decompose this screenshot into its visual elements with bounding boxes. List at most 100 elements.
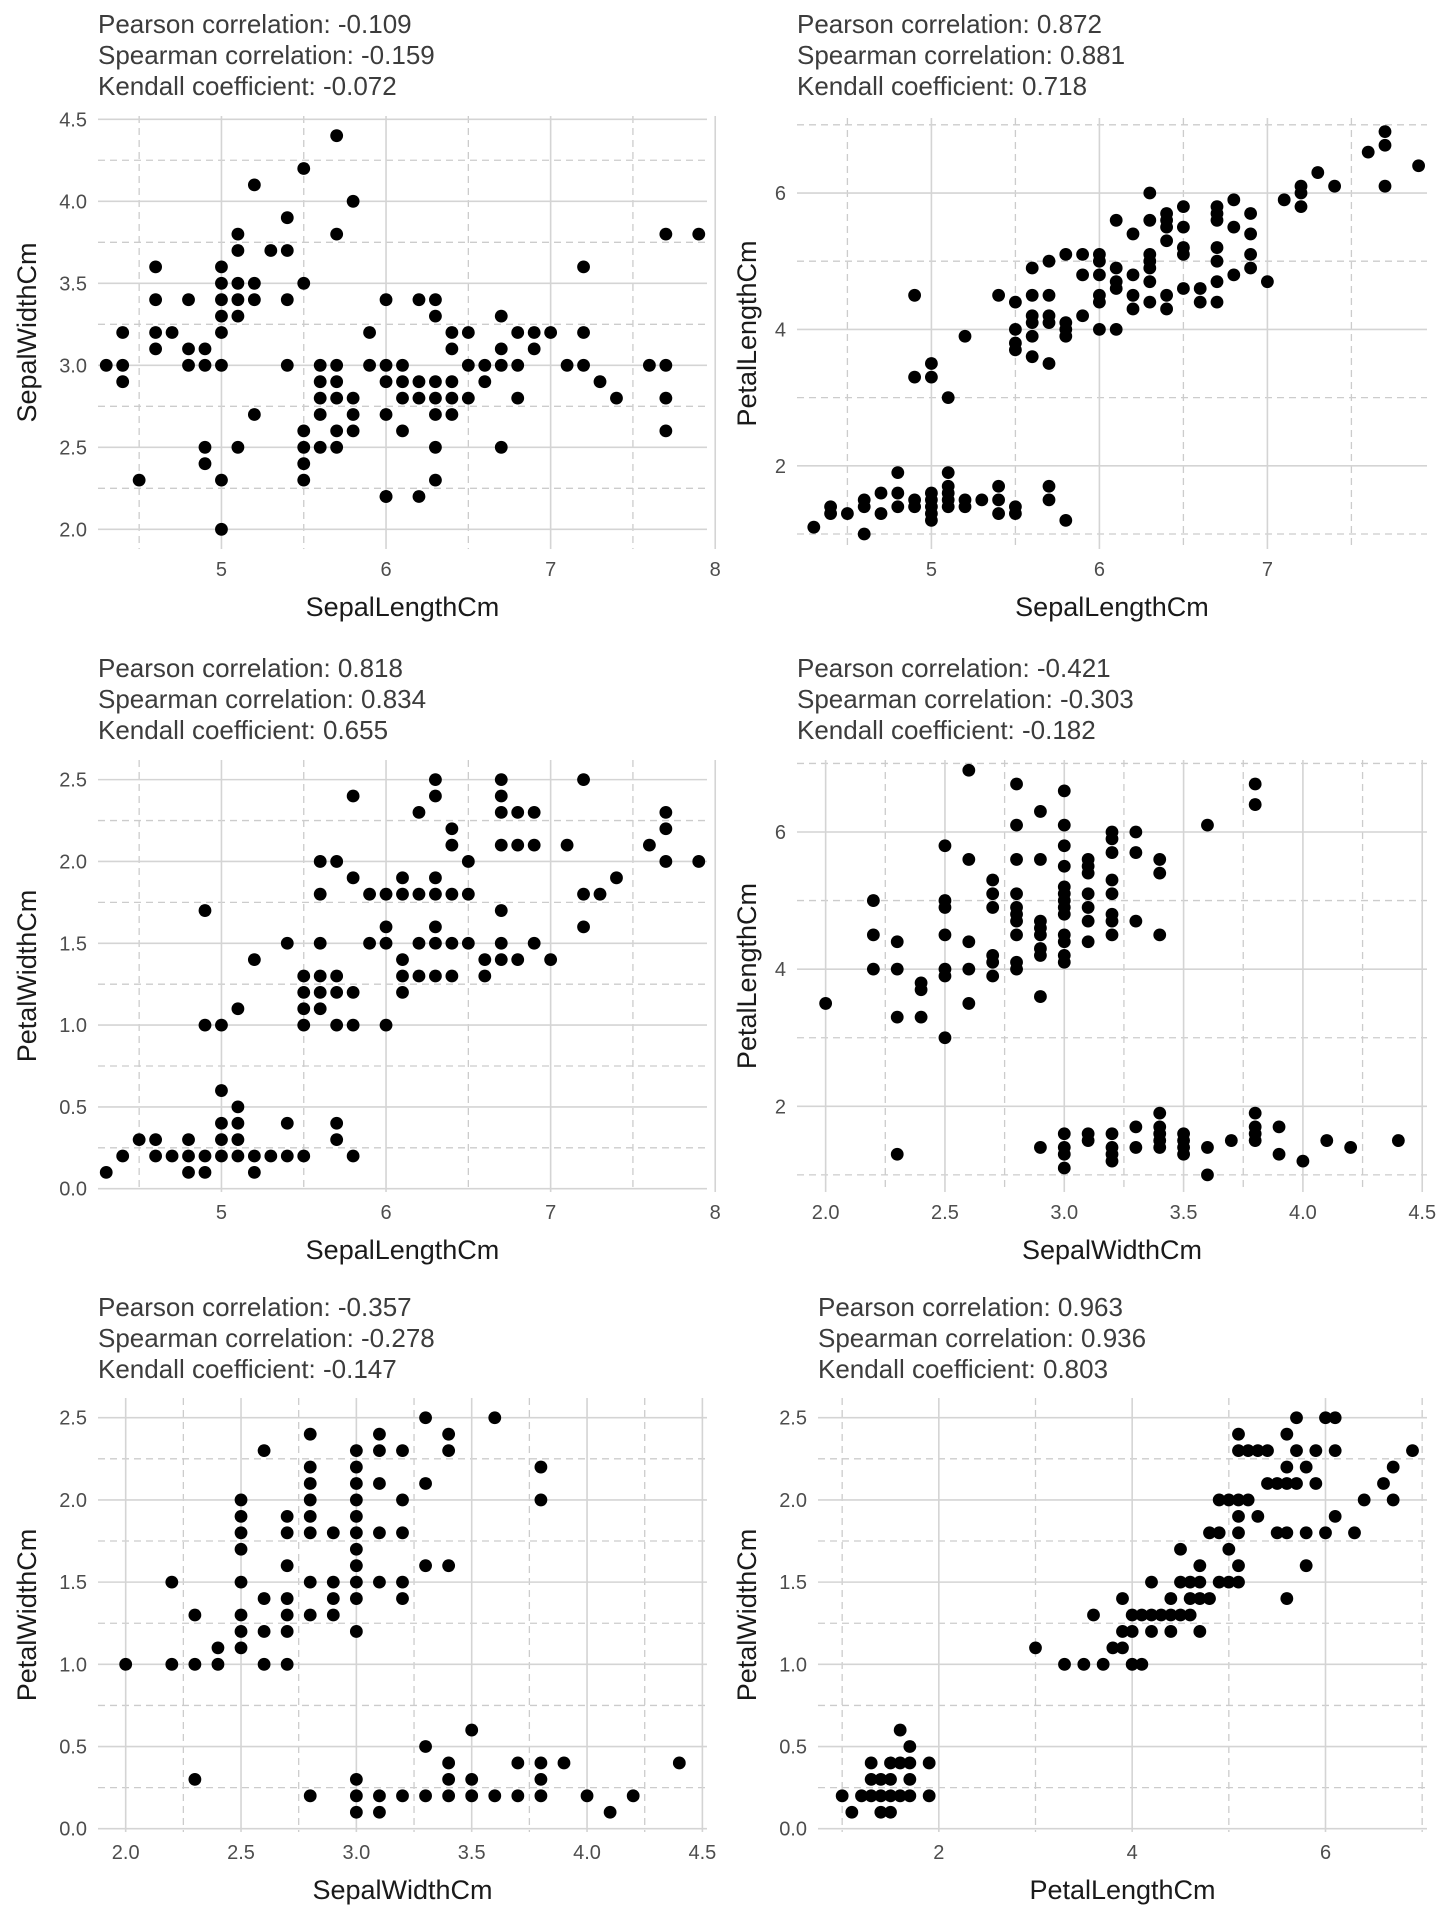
data-point <box>610 871 623 885</box>
data-point <box>1093 323 1106 336</box>
data-point <box>326 1608 340 1622</box>
data-point <box>494 953 508 967</box>
data-point <box>1129 1120 1143 1134</box>
data-point <box>247 276 261 290</box>
data-point <box>429 936 442 950</box>
data-point <box>198 1165 212 1179</box>
scatter-plot: 5 6 7 8 2.0 2.5 3.0 3.5 4.0 4.5 SepalLengthCm Sepal… <box>12 109 721 622</box>
data-point <box>461 391 475 405</box>
pearson-text: Pearson correlation: -0.421 <box>797 653 1111 683</box>
scatter-plot: 2 4 6 0.0 0.5 1.0 1.5 2.0 2.5 PetalLengthCm PetalW… <box>732 1398 1427 1905</box>
data-point <box>914 976 928 990</box>
data-point <box>1261 1444 1274 1458</box>
data-point <box>494 789 508 803</box>
data-point <box>1232 1559 1245 1573</box>
chart-panel-2: Pearson correlation: 0.818 Spearman corr… <box>0 640 721 1280</box>
scatter-plot: 2.0 2.5 3.0 3.5 4.0 4.5 0.0 0.5 1.0 1.5 2.0 2.5 Sepa… <box>12 1398 716 1905</box>
y-tick-label: 2 <box>775 1096 786 1118</box>
data-point <box>659 227 673 241</box>
data-point <box>1010 777 1023 791</box>
data-point <box>234 1493 248 1507</box>
spearman-text: Spearman correlation: -0.303 <box>797 684 1134 714</box>
data-point <box>1093 268 1106 282</box>
data-point <box>1280 1526 1294 1540</box>
data-point <box>303 1427 317 1441</box>
data-point <box>986 949 1000 962</box>
data-point <box>1386 1493 1400 1507</box>
data-point <box>313 985 327 999</box>
data-point <box>396 424 409 438</box>
data-point <box>231 1002 245 1016</box>
y-tick-label: 4.5 <box>59 109 87 131</box>
data-point <box>303 1509 317 1523</box>
data-point <box>893 1789 907 1803</box>
data-point <box>330 969 344 983</box>
data-point <box>346 424 360 438</box>
data-point <box>1277 193 1291 207</box>
data-point <box>349 1772 363 1786</box>
data-point <box>1105 1141 1119 1154</box>
data-point <box>234 1542 248 1556</box>
x-tick-label: 3.5 <box>1170 1202 1198 1224</box>
data-point <box>534 1460 548 1474</box>
data-point <box>511 391 525 405</box>
data-point <box>231 1116 245 1130</box>
data-point <box>992 288 1005 302</box>
data-point <box>494 358 508 372</box>
data-point <box>478 375 492 389</box>
data-point <box>1177 220 1190 234</box>
data-point <box>1076 268 1089 282</box>
data-point <box>330 1133 344 1147</box>
data-point <box>234 1641 248 1655</box>
data-point <box>1143 275 1157 289</box>
data-point <box>527 936 541 950</box>
data-point <box>893 1723 907 1737</box>
data-point <box>494 309 508 323</box>
data-point <box>461 358 475 372</box>
data-point <box>412 805 426 819</box>
data-point <box>1319 1411 1332 1425</box>
data-point <box>642 838 656 852</box>
data-point <box>511 805 525 819</box>
data-point <box>231 244 245 257</box>
data-point <box>1126 288 1140 302</box>
data-point <box>1270 1477 1284 1490</box>
data-point <box>1034 942 1047 955</box>
data-point <box>835 1789 849 1803</box>
data-point <box>1232 1427 1245 1441</box>
data-point <box>866 962 880 976</box>
x-axis-title: SepalLengthCm <box>306 592 500 622</box>
data-point <box>1299 1526 1313 1540</box>
x-tick-label: 4.5 <box>1408 1202 1436 1224</box>
spearman-text: Spearman correlation: -0.159 <box>98 40 435 70</box>
y-tick-label: 2.0 <box>59 1490 87 1512</box>
data-point <box>478 969 492 983</box>
data-point <box>429 789 442 803</box>
data-point <box>330 358 344 372</box>
data-point <box>1222 1575 1236 1589</box>
data-point <box>313 887 327 901</box>
data-point <box>280 1526 294 1540</box>
kendall-text: Kendall coefficient: 0.803 <box>818 1354 1109 1384</box>
data-point <box>373 1575 386 1589</box>
data-point <box>215 326 228 339</box>
data-point <box>1320 1134 1334 1147</box>
correlation-stats: Pearson correlation: 0.872 Spearman corr… <box>797 9 1125 102</box>
data-point <box>412 490 426 503</box>
data-point <box>1248 1106 1262 1120</box>
data-point <box>874 486 888 500</box>
data-point <box>280 244 294 257</box>
data-point <box>1135 1608 1149 1622</box>
data-point <box>1210 254 1224 268</box>
data-point <box>330 1018 344 1032</box>
data-point <box>891 466 905 480</box>
data-point <box>544 953 558 967</box>
data-point <box>1377 1477 1390 1490</box>
data-point <box>412 375 426 389</box>
data-point <box>280 1657 294 1671</box>
data-point <box>326 1526 340 1540</box>
data-point <box>188 1772 202 1786</box>
data-point <box>280 1625 294 1638</box>
y-tick-label: 2.5 <box>59 437 87 459</box>
data-point <box>884 1805 897 1819</box>
